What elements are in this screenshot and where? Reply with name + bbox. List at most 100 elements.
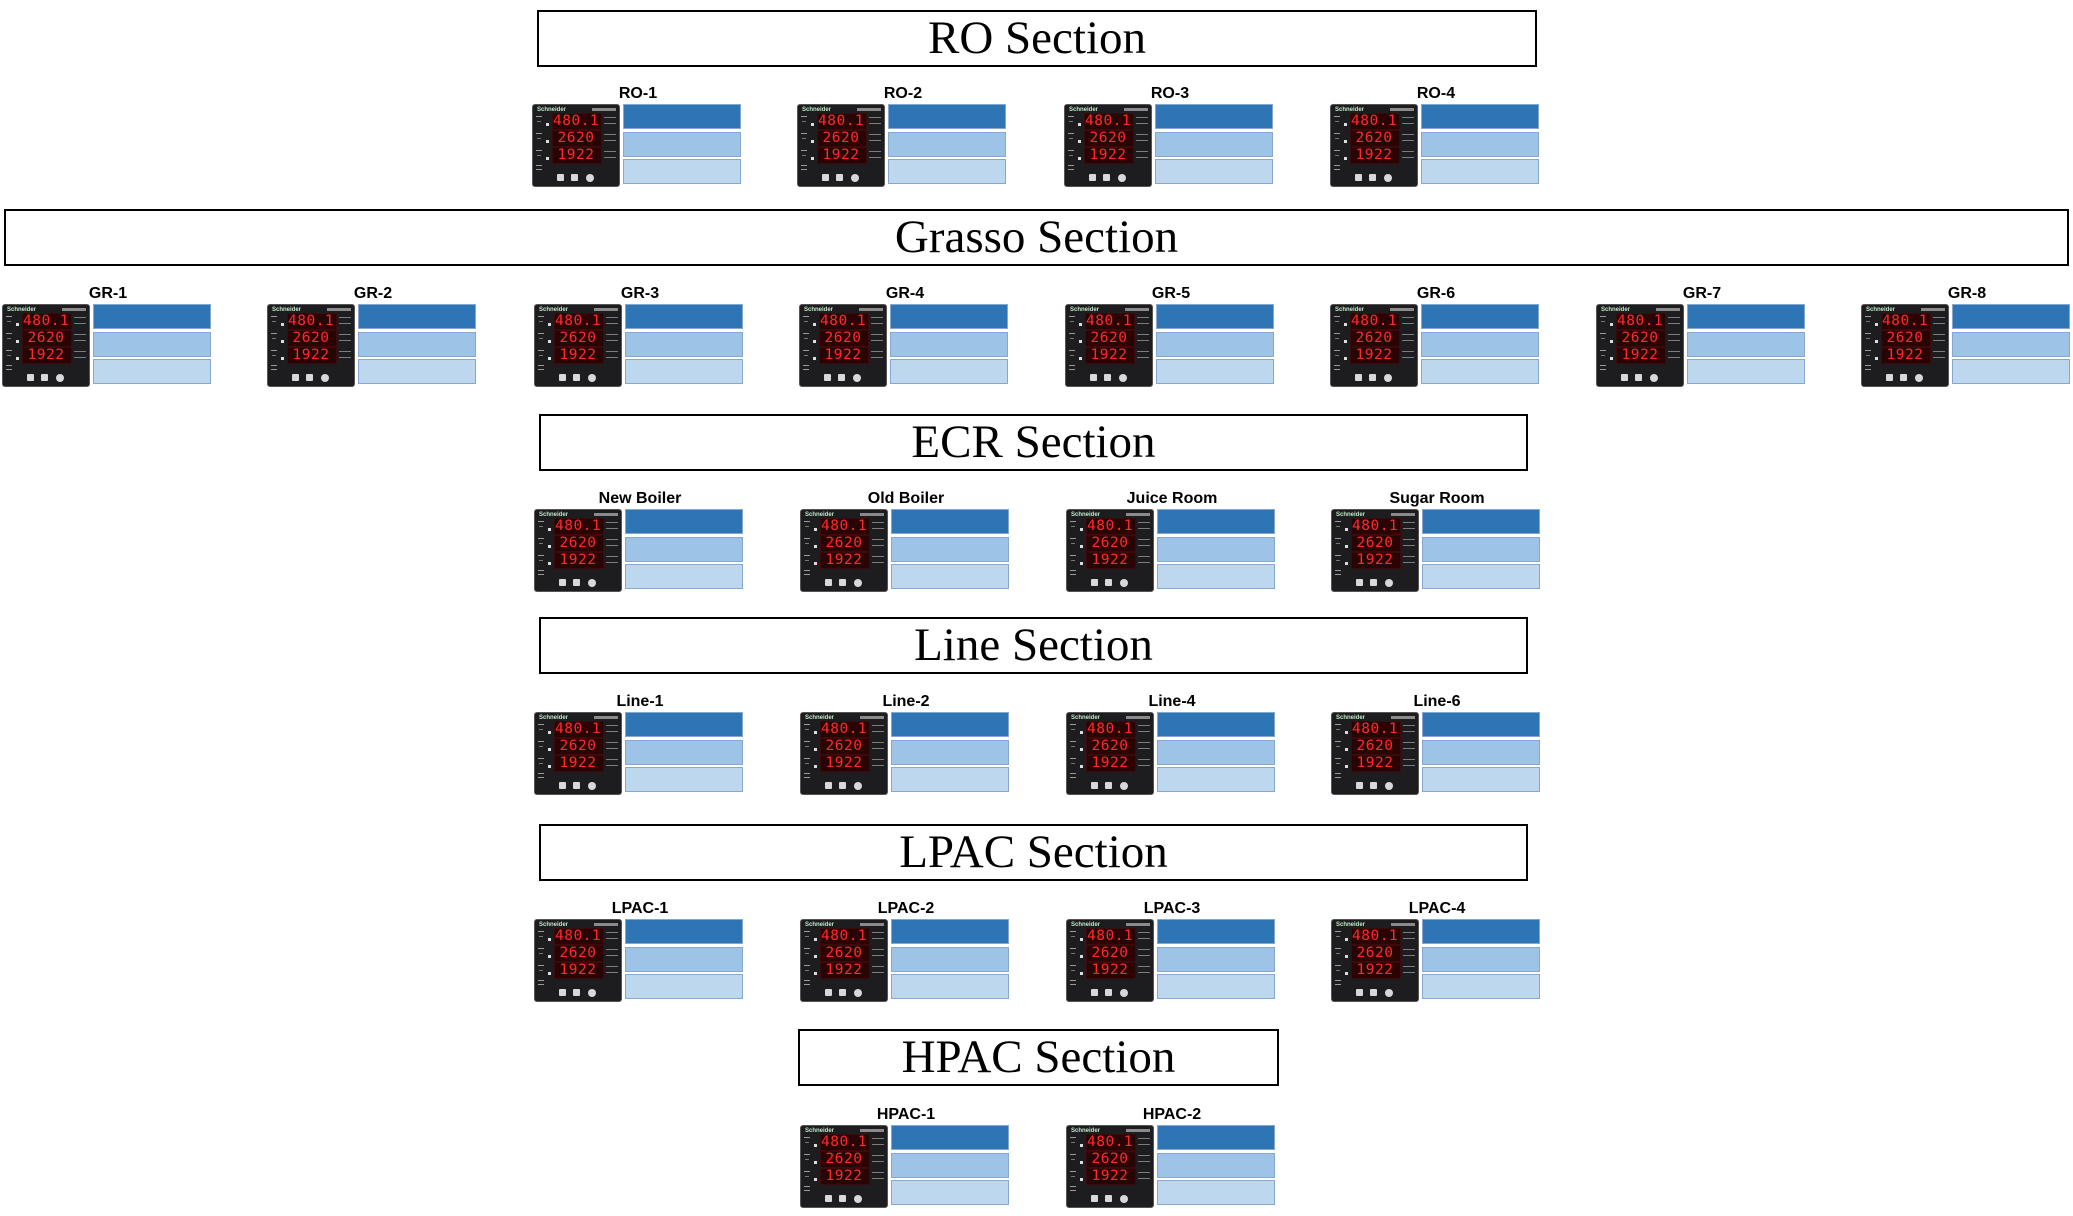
meter-unit-mark bbox=[871, 357, 883, 358]
meter-display-window bbox=[1616, 347, 1666, 364]
meter-model-text bbox=[1391, 923, 1415, 926]
meter-indicator bbox=[1070, 338, 1074, 339]
meter-indicator bbox=[1069, 121, 1073, 122]
meter-model-text bbox=[594, 308, 618, 311]
meter-card[interactable]: Old Boiler Schneider 480.1 2620 1922 bbox=[800, 490, 1012, 600]
meter-card[interactable]: GR-4 Schneider 480.1 2620 1922 bbox=[799, 285, 1011, 395]
meter-button bbox=[306, 374, 313, 381]
meter-button bbox=[1915, 374, 1923, 382]
meter-button bbox=[1370, 579, 1377, 586]
meter-marker bbox=[814, 955, 817, 958]
meter-marker bbox=[1875, 323, 1878, 326]
meter-card[interactable]: GR-6 Schneider 480.1 2620 1922 bbox=[1330, 285, 1542, 395]
meter-card[interactable]: GR-7 Schneider 480.1 2620 1922 bbox=[1596, 285, 1808, 395]
meter-unit-mark bbox=[1402, 134, 1414, 135]
meter-card[interactable]: RO-2 Schneider 480.1 2620 1922 bbox=[797, 85, 1009, 195]
meter-model-text bbox=[859, 308, 883, 311]
meter-display-digits: 1922 bbox=[825, 962, 863, 978]
meter-indicator bbox=[6, 333, 12, 334]
meter-indicator bbox=[805, 1142, 809, 1143]
meter-card[interactable]: GR-2 Schneider 480.1 2620 1922 bbox=[267, 285, 479, 395]
meter-card[interactable]: LPAC-3 Schneider 480.1 2620 1922 bbox=[1066, 900, 1278, 1010]
meter-unit-mark bbox=[872, 932, 884, 933]
meter-unit-mark bbox=[1138, 759, 1150, 760]
reading-bar-2 bbox=[890, 332, 1008, 357]
meter-card[interactable]: RO-4 Schneider 480.1 2620 1922 bbox=[1330, 85, 1542, 195]
meter-marker bbox=[814, 1178, 817, 1181]
meter-indicator bbox=[804, 984, 810, 985]
meter-card[interactable]: LPAC-2 Schneider 480.1 2620 1922 bbox=[800, 900, 1012, 1010]
meter-card[interactable]: Sugar Room Schneider 480.1 2620 1922 bbox=[1331, 490, 1543, 600]
meter-unit-mark bbox=[1403, 972, 1415, 973]
meter-model-text bbox=[860, 513, 884, 516]
meter-card[interactable]: RO-1 Schneider 480.1 2620 1922 bbox=[532, 85, 744, 195]
power-meter-image: Schneider 480.1 2620 1922 bbox=[534, 712, 622, 795]
meter-display-digits: 2620 bbox=[559, 330, 597, 346]
meter-indicator bbox=[1336, 746, 1340, 747]
meter-marker bbox=[1080, 562, 1083, 565]
meter-indicator bbox=[801, 150, 807, 151]
meter-display-window bbox=[22, 347, 72, 364]
meter-unit-mark bbox=[606, 731, 618, 732]
meter-marker bbox=[1344, 340, 1347, 343]
meter-button bbox=[559, 782, 566, 789]
power-meter-image: Schneider 480.1 2620 1922 bbox=[1331, 919, 1419, 1002]
meter-card[interactable]: Juice Room Schneider 480.1 2620 1922 bbox=[1066, 490, 1278, 600]
reading-bar-1 bbox=[1421, 104, 1539, 129]
meter-card[interactable]: HPAC-2 Schneider 480.1 2620 1922 bbox=[1066, 1106, 1278, 1216]
meter-indicator bbox=[1070, 741, 1076, 742]
meter-unit-mark bbox=[1402, 123, 1414, 124]
meter-display-digits: 480.1 bbox=[1617, 313, 1664, 329]
meter-brand-logo: Schneider bbox=[805, 1128, 835, 1134]
meter-unit-mark bbox=[1933, 323, 1945, 324]
meter-brand-logo: Schneider bbox=[1070, 307, 1100, 313]
power-meter-image: Schneider 480.1 2620 1922 bbox=[797, 104, 885, 187]
meter-card[interactable]: GR-8 Schneider 480.1 2620 1922 bbox=[1861, 285, 2073, 395]
meter-marker bbox=[814, 748, 817, 751]
meter-card[interactable]: GR-3 Schneider 480.1 2620 1922 bbox=[534, 285, 746, 395]
meter-unit-mark bbox=[339, 340, 351, 341]
meter-unit-mark bbox=[1137, 323, 1149, 324]
meter-indicator bbox=[1070, 570, 1076, 571]
meter-indicator bbox=[805, 543, 809, 544]
meter-marker bbox=[814, 1144, 817, 1147]
meter-display-digits: 1922 bbox=[557, 147, 595, 163]
meter-card[interactable]: GR-1 Schneider 480.1 2620 1922 bbox=[2, 285, 214, 395]
meter-indicator bbox=[1336, 729, 1340, 730]
power-meter-image: Schneider 480.1 2620 1922 bbox=[1065, 304, 1153, 387]
meter-display-window bbox=[554, 330, 604, 347]
meter-card[interactable]: RO-3 Schneider 480.1 2620 1922 bbox=[1064, 85, 1276, 195]
meter-marker bbox=[1079, 357, 1082, 360]
meter-card[interactable]: LPAC-4 Schneider 480.1 2620 1922 bbox=[1331, 900, 1543, 1010]
meter-unit-mark bbox=[1136, 157, 1148, 158]
meter-indicator bbox=[802, 138, 806, 139]
meter-display-window bbox=[1351, 962, 1401, 979]
meter-indicator bbox=[538, 931, 544, 932]
meter-card[interactable]: Line-6 Schneider 480.1 2620 1922 bbox=[1331, 693, 1543, 803]
meter-card[interactable]: LPAC-1 Schneider 480.1 2620 1922 bbox=[534, 900, 746, 1010]
meter-card[interactable]: Line-1 Schneider 480.1 2620 1922 bbox=[534, 693, 746, 803]
meter-indicator bbox=[1865, 316, 1871, 317]
meter-button bbox=[573, 374, 580, 381]
meter-display-digits: 1922 bbox=[825, 552, 863, 568]
meter-card[interactable]: Line-2 Schneider 480.1 2620 1922 bbox=[800, 693, 1012, 803]
meter-indicator bbox=[1335, 521, 1341, 522]
meter-unit-mark bbox=[872, 949, 884, 950]
meter-card[interactable]: HPAC-1 Schneider 480.1 2620 1922 bbox=[800, 1106, 1012, 1216]
meter-indicator bbox=[801, 133, 807, 134]
meter-unit-mark bbox=[1402, 317, 1414, 318]
meter-display-digits: 2620 bbox=[1091, 738, 1129, 754]
reading-bar-1 bbox=[1421, 304, 1539, 329]
meter-display-window bbox=[1351, 945, 1401, 962]
meter-card[interactable]: GR-5 Schneider 480.1 2620 1922 bbox=[1065, 285, 1277, 395]
meter-indicator bbox=[1334, 365, 1340, 366]
meter-indicator bbox=[1071, 953, 1075, 954]
meter-display-window bbox=[1350, 313, 1400, 330]
meter-display-window bbox=[820, 738, 870, 755]
meter-unit-mark bbox=[339, 323, 351, 324]
meter-card[interactable]: New Boiler Schneider 480.1 2620 1922 bbox=[534, 490, 746, 600]
meter-model-text bbox=[594, 513, 618, 516]
meter-card[interactable]: Line-4 Schneider 480.1 2620 1922 bbox=[1066, 693, 1278, 803]
section-title: HPAC Section bbox=[798, 1029, 1279, 1086]
power-meter-image: Schneider 480.1 2620 1922 bbox=[1596, 304, 1684, 387]
